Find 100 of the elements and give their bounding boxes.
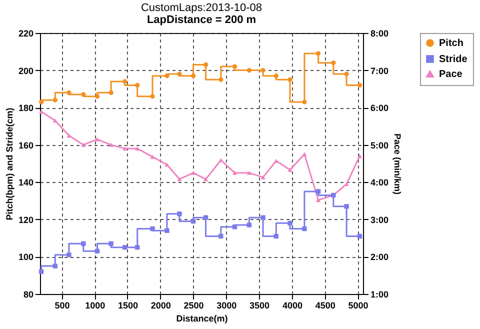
point <box>344 72 349 76</box>
x-tick-label: 1000 <box>85 300 106 310</box>
point <box>135 245 140 250</box>
y-tick-label: 100 <box>18 252 34 262</box>
point <box>81 142 86 147</box>
point <box>164 228 170 233</box>
point <box>316 198 321 202</box>
y2-tick-label: 4:00 <box>370 178 389 188</box>
point <box>177 177 182 182</box>
x-axis-title: Distance(m) <box>176 314 228 324</box>
y2-tick-label: 7:00 <box>370 66 389 76</box>
point <box>190 218 196 224</box>
chart-title: CustomLaps:2013-10-08 <box>140 2 262 14</box>
x-tick-label: 1500 <box>118 300 138 310</box>
point <box>94 137 100 142</box>
point <box>218 77 224 82</box>
y2-tick-label: 3:00 <box>370 214 389 225</box>
y-tick-label: 140 <box>18 178 34 188</box>
point <box>52 98 58 102</box>
x-tick-label: 4000 <box>282 300 302 310</box>
point <box>316 189 321 194</box>
y2-axis-title: Pace (min/km) <box>392 133 403 195</box>
point <box>150 94 155 99</box>
point <box>190 74 196 78</box>
point <box>164 162 170 167</box>
point <box>288 77 292 82</box>
point <box>94 248 100 254</box>
x-tick-label: 2000 <box>150 300 171 310</box>
point <box>288 168 292 172</box>
point <box>66 90 72 95</box>
y-tick-label: 120 <box>18 214 34 225</box>
point <box>246 170 252 175</box>
point <box>108 142 114 147</box>
point <box>246 222 252 228</box>
x-tick-label: 5000 <box>348 300 368 310</box>
point <box>218 234 224 239</box>
point <box>122 146 128 151</box>
y2-tick-label: 5:00 <box>370 140 389 150</box>
point <box>344 204 349 209</box>
point <box>150 226 155 232</box>
point <box>150 154 155 159</box>
point <box>274 74 279 78</box>
point <box>232 170 238 175</box>
point <box>302 100 307 104</box>
point <box>52 264 58 268</box>
point <box>288 220 292 226</box>
point <box>357 154 362 158</box>
point <box>38 110 44 114</box>
y2-tick-label: 1:00 <box>370 290 389 300</box>
point <box>108 90 114 95</box>
point <box>38 100 44 104</box>
y2-tick-label: 8:00 <box>370 28 389 38</box>
chart-subtitle: LapDistance = 200 m <box>146 14 256 26</box>
y-tick-label: 200 <box>18 66 34 76</box>
point <box>66 134 72 138</box>
x-tick-label: 4500 <box>315 300 336 310</box>
point <box>66 252 72 258</box>
point <box>260 68 266 73</box>
point <box>135 146 140 151</box>
point <box>246 68 252 73</box>
point <box>52 118 58 123</box>
y-tick-label: 180 <box>18 103 34 114</box>
y2-tick-label: 2:00 <box>370 252 389 262</box>
y-tick-label: 160 <box>18 140 34 150</box>
point <box>177 72 182 76</box>
point <box>260 215 266 220</box>
y-tick-label: 220 <box>18 28 34 38</box>
point <box>94 94 100 99</box>
x-tick-label: 3500 <box>250 300 270 310</box>
point <box>316 51 321 56</box>
point <box>108 241 114 246</box>
point <box>135 82 140 88</box>
point <box>122 79 128 84</box>
point <box>190 170 196 175</box>
legend-label: Stride <box>439 54 468 65</box>
point <box>357 234 362 239</box>
point <box>203 62 208 68</box>
y-tick-label: 80 <box>23 290 34 300</box>
point <box>260 175 266 180</box>
legend-label: Pitch <box>439 38 464 49</box>
point <box>331 60 336 66</box>
point <box>164 74 170 78</box>
point <box>81 241 86 246</box>
point <box>203 215 208 220</box>
point <box>38 269 44 274</box>
y-axis-title: Pitch(bpm) and Stride(cm) <box>4 108 14 220</box>
point <box>203 177 208 182</box>
point <box>232 64 238 69</box>
point <box>81 92 86 97</box>
point <box>302 226 307 232</box>
point <box>357 82 362 88</box>
point <box>122 245 128 250</box>
x-tick-label: 3000 <box>216 300 237 310</box>
x-tick-label: 500 <box>54 300 70 310</box>
point <box>177 211 182 216</box>
y2-tick-label: 6:00 <box>370 103 389 114</box>
point <box>232 224 238 230</box>
point <box>274 234 279 239</box>
legend-label: Pace <box>439 69 463 80</box>
x-tick-label: 2500 <box>184 300 204 310</box>
